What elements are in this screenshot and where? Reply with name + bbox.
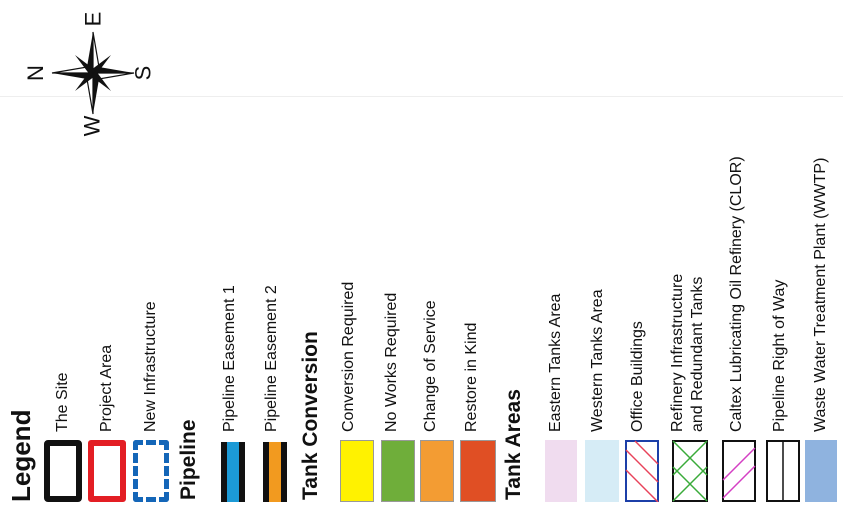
- conversion-required-label: Conversion Required: [340, 281, 357, 432]
- legend-title: Legend: [6, 409, 36, 502]
- western-tanks-area-swatch: [585, 440, 619, 502]
- pipeline-heading: Pipeline: [177, 419, 200, 500]
- compass-east-label: E: [80, 11, 106, 27]
- map-edge-line: [0, 96, 843, 97]
- restore-in-kind-swatch: [460, 440, 496, 502]
- tank-conversion-heading: Tank Conversion: [299, 331, 322, 500]
- pipeline-easement-1-swatch: [221, 442, 245, 502]
- pipeline-easement-2-label: Pipeline Easement 2: [263, 285, 280, 432]
- refinery-infrastructure-hatch-swatch: [672, 440, 708, 502]
- new-infrastructure-label: New Infrastructure: [142, 301, 159, 432]
- pipeline-easement-2-swatch: [263, 442, 287, 502]
- compass-north-label: N: [22, 65, 48, 81]
- project-area-label: Project Area: [98, 344, 115, 432]
- change-of-service-label: Change of Service: [422, 300, 439, 432]
- office-buildings-hatch-swatch: [625, 440, 659, 502]
- refinery-infrastructure-label-line2: and Redundant Tanks: [689, 276, 706, 432]
- the-site-label: The Site: [54, 372, 71, 432]
- compass-star-icon: [51, 31, 135, 115]
- compass-south-label: S: [130, 65, 156, 81]
- wwtp-label: Waste Water Treatment Plant (WWTP): [812, 157, 829, 432]
- change-of-service-swatch: [420, 440, 454, 502]
- compass-west-label: W: [79, 115, 105, 137]
- eastern-tanks-area-swatch: [545, 440, 577, 502]
- western-tanks-area-label: Western Tanks Area: [589, 289, 606, 432]
- wwtp-swatch: [805, 440, 837, 502]
- refinery-infrastructure-label-line1: Refinery Infrastructure: [669, 273, 686, 432]
- pipeline-right-of-way-label: Pipeline Right of Way: [771, 279, 788, 432]
- project-area-swatch: [88, 440, 126, 502]
- office-buildings-label: Office Buildings: [629, 321, 646, 432]
- pipeline-easement-1-label: Pipeline Easement 1: [221, 285, 238, 432]
- no-works-required-label: No Works Required: [383, 292, 400, 432]
- restore-in-kind-label: Restore in Kind: [463, 322, 480, 432]
- new-infrastructure-swatch: [133, 440, 169, 502]
- conversion-required-swatch: [340, 440, 374, 502]
- tank-areas-heading: Tank Areas: [502, 389, 525, 500]
- clor-hatch-swatch: [722, 440, 756, 502]
- no-works-required-swatch: [381, 440, 415, 502]
- eastern-tanks-area-label: Eastern Tanks Area: [547, 293, 564, 432]
- clor-label: Caltex Lubricating Oil Refinery (CLOR): [728, 156, 745, 432]
- the-site-swatch: [44, 440, 82, 502]
- pipeline-right-of-way-swatch: [766, 440, 800, 502]
